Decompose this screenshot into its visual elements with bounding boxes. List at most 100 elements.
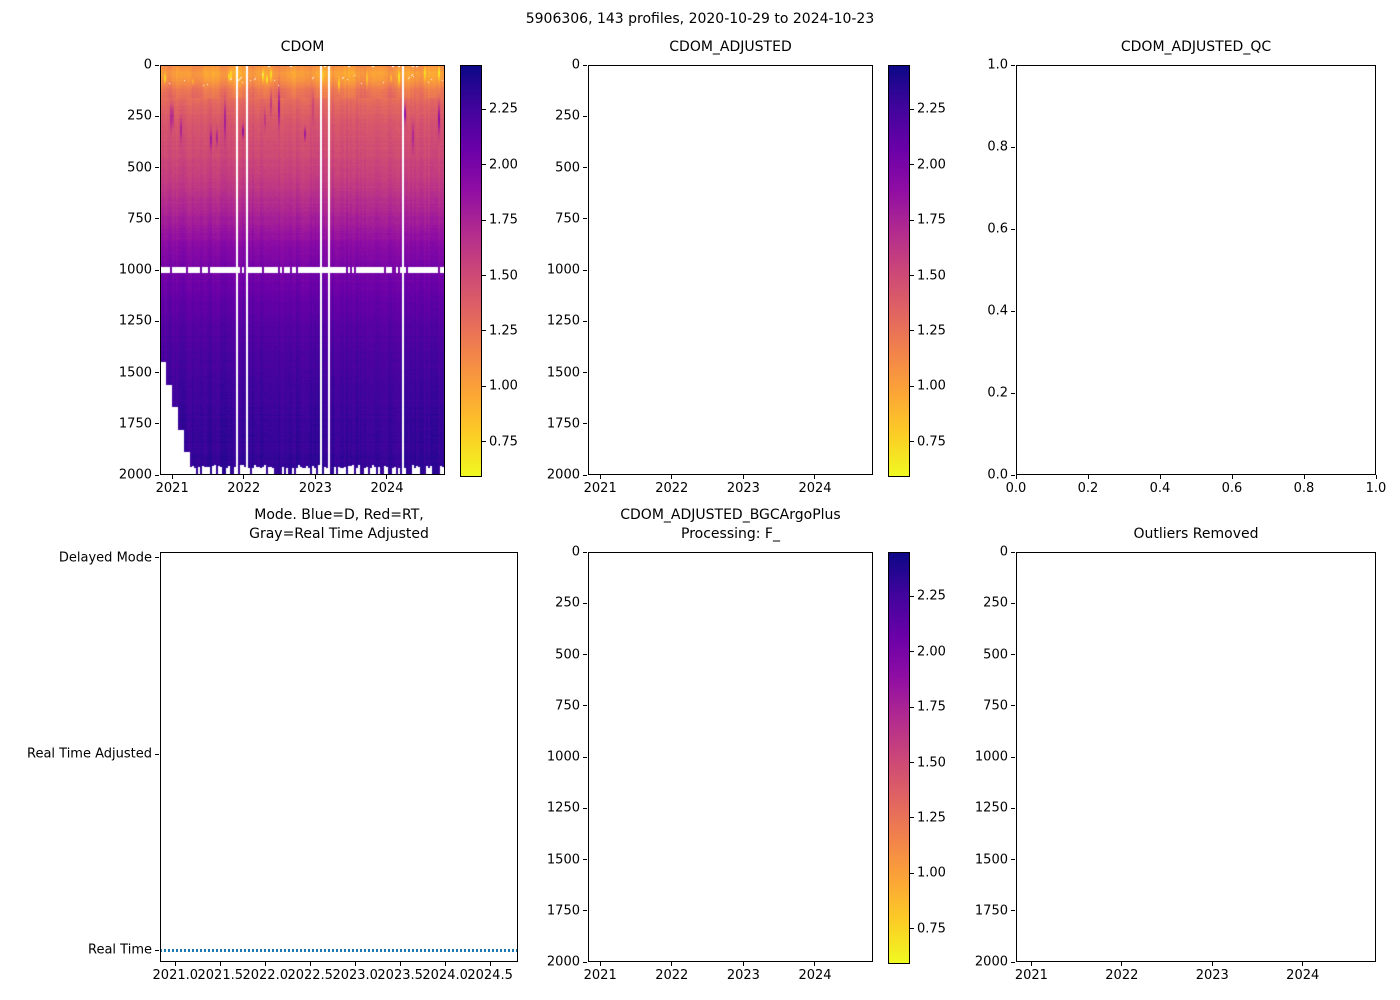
y-tick-mark	[583, 115, 587, 117]
y-tick-label: 1750	[974, 903, 1008, 919]
x-tick-label: 2021.0	[152, 968, 199, 983]
colorbar-tick-label: 2.00	[917, 644, 946, 660]
colorbar-bgc-processing	[888, 552, 910, 964]
x-tick-label: 2021	[583, 481, 617, 496]
y-tick-mark	[155, 64, 159, 66]
y-tick-mark	[155, 115, 159, 117]
colorbar-tick-mark	[482, 108, 486, 110]
colorbar-tick-label: 1.00	[917, 378, 946, 394]
x-tick-label: 0.8	[1293, 481, 1315, 496]
y-tick-mark	[1011, 310, 1015, 312]
x-tick-mark	[171, 475, 173, 479]
colorbar-tick-label: 1.50	[917, 755, 946, 771]
colorbar-tick-mark	[910, 651, 914, 653]
y-tick-mark	[1011, 910, 1015, 912]
x-tick-mark	[599, 475, 601, 479]
y-tick-label: Real Time	[88, 942, 152, 958]
y-tick-mark	[583, 961, 587, 963]
y-tick-mark	[583, 474, 587, 476]
y-tick-label: 0.4	[987, 303, 1008, 319]
colorbar-tick-label: 2.00	[489, 157, 518, 173]
y-tick-label: 0.6	[987, 221, 1008, 237]
subplot-cdom-title: CDOM	[160, 38, 445, 57]
x-tick-mark	[1159, 475, 1161, 479]
x-tick-label: 2023.5	[377, 968, 423, 983]
y-tick-mark	[1011, 228, 1015, 230]
x-tick-mark	[399, 962, 401, 966]
x-tick-mark	[1375, 475, 1377, 479]
x-tick-mark	[243, 475, 245, 479]
x-tick-mark	[489, 962, 491, 966]
colorbar-tick-label: 1.25	[917, 323, 946, 339]
subplot-cdom_adjusted-title: CDOM_ADJUSTED	[588, 38, 873, 57]
x-tick-label: 2024.0	[422, 968, 468, 983]
subplot-bgc-title-line: CDOM_ADJUSTED_BGCArgoPlus	[620, 507, 841, 523]
y-tick-mark	[1011, 961, 1015, 963]
y-tick-label: 0	[571, 544, 580, 560]
y-tick-label: 0.2	[987, 385, 1008, 401]
colorbar-cdom-adjusted	[888, 65, 910, 477]
y-tick-label: 500	[555, 160, 580, 175]
x-tick-label: 2022.5	[287, 968, 333, 983]
y-tick-mark	[155, 218, 159, 220]
y-tick-mark	[583, 756, 587, 758]
subplot-qc-title: CDOM_ADJUSTED_QC	[1016, 38, 1376, 57]
colorbar-gradient	[889, 66, 909, 476]
colorbar-tick-mark	[910, 595, 914, 597]
y-tick-mark	[583, 705, 587, 707]
y-tick-mark	[1011, 859, 1015, 860]
y-tick-label: 750	[555, 698, 580, 714]
y-tick-mark	[583, 423, 587, 425]
y-tick-mark	[1011, 705, 1015, 707]
y-tick-label: 500	[127, 160, 152, 175]
x-tick-label: 2022	[1105, 968, 1139, 983]
y-tick-label: Delayed Mode	[58, 550, 152, 566]
x-tick-label: 2023	[726, 481, 760, 496]
y-tick-label: 1750	[546, 903, 580, 919]
y-tick-label: 1250	[546, 313, 580, 329]
y-tick-mark	[155, 474, 159, 476]
y-tick-mark	[583, 654, 587, 655]
subplot-outliers-removed-plotarea	[1016, 552, 1376, 962]
y-tick-label: 1250	[974, 800, 1008, 816]
subplot-bgc-processing-plotarea	[588, 552, 873, 962]
y-tick-mark	[155, 167, 159, 168]
colorbar-tick-label: 2.00	[917, 157, 946, 173]
x-tick-mark	[354, 962, 356, 966]
colorbar-tick-label: 2.25	[917, 101, 946, 117]
x-tick-mark	[671, 962, 673, 966]
x-tick-label: 0.2	[1077, 481, 1099, 496]
x-tick-mark	[386, 475, 388, 479]
x-tick-mark	[1211, 962, 1213, 966]
x-tick-mark	[1030, 962, 1032, 966]
colorbar-tick-mark	[482, 219, 486, 221]
x-tick-label: 2022	[655, 968, 689, 983]
subplot-cdom_adjusted-title-line: CDOM_ADJUSTED	[669, 39, 792, 55]
subplot-outliers-title: Outliers Removed	[1016, 525, 1376, 544]
subplot-mode-title-line: Gray=Real Time Adjusted	[249, 526, 429, 542]
x-tick-mark	[444, 962, 446, 966]
y-tick-label: 0	[143, 57, 152, 73]
y-tick-mark	[583, 859, 587, 860]
y-tick-label: 2000	[546, 954, 580, 970]
subplot-outliers-title-line: Outliers Removed	[1133, 526, 1259, 542]
x-tick-label: 1.0	[1365, 481, 1387, 496]
y-tick-label: 500	[983, 647, 1008, 662]
subplot-cdom-adjusted-qc-plotarea	[1016, 65, 1376, 475]
colorbar-tick-label: 1.75	[917, 699, 946, 715]
colorbar-tick-label: 0.75	[917, 434, 946, 450]
y-tick-label: 1000	[546, 262, 580, 278]
x-tick-label: 2021	[155, 481, 189, 496]
y-tick-mark	[583, 807, 587, 809]
x-tick-label: 2022	[655, 481, 689, 496]
colorbar-gradient	[889, 553, 909, 963]
y-tick-mark	[1011, 602, 1015, 604]
y-tick-mark	[583, 320, 587, 322]
y-tick-mark	[1011, 392, 1015, 394]
x-tick-mark	[174, 962, 176, 966]
x-tick-label: 2021	[583, 968, 617, 983]
x-tick-label: 2022.0	[242, 968, 288, 983]
y-tick-label: 0	[999, 544, 1008, 560]
x-tick-label: 2024.5	[467, 968, 513, 983]
colorbar-tick-label: 1.50	[489, 268, 518, 284]
